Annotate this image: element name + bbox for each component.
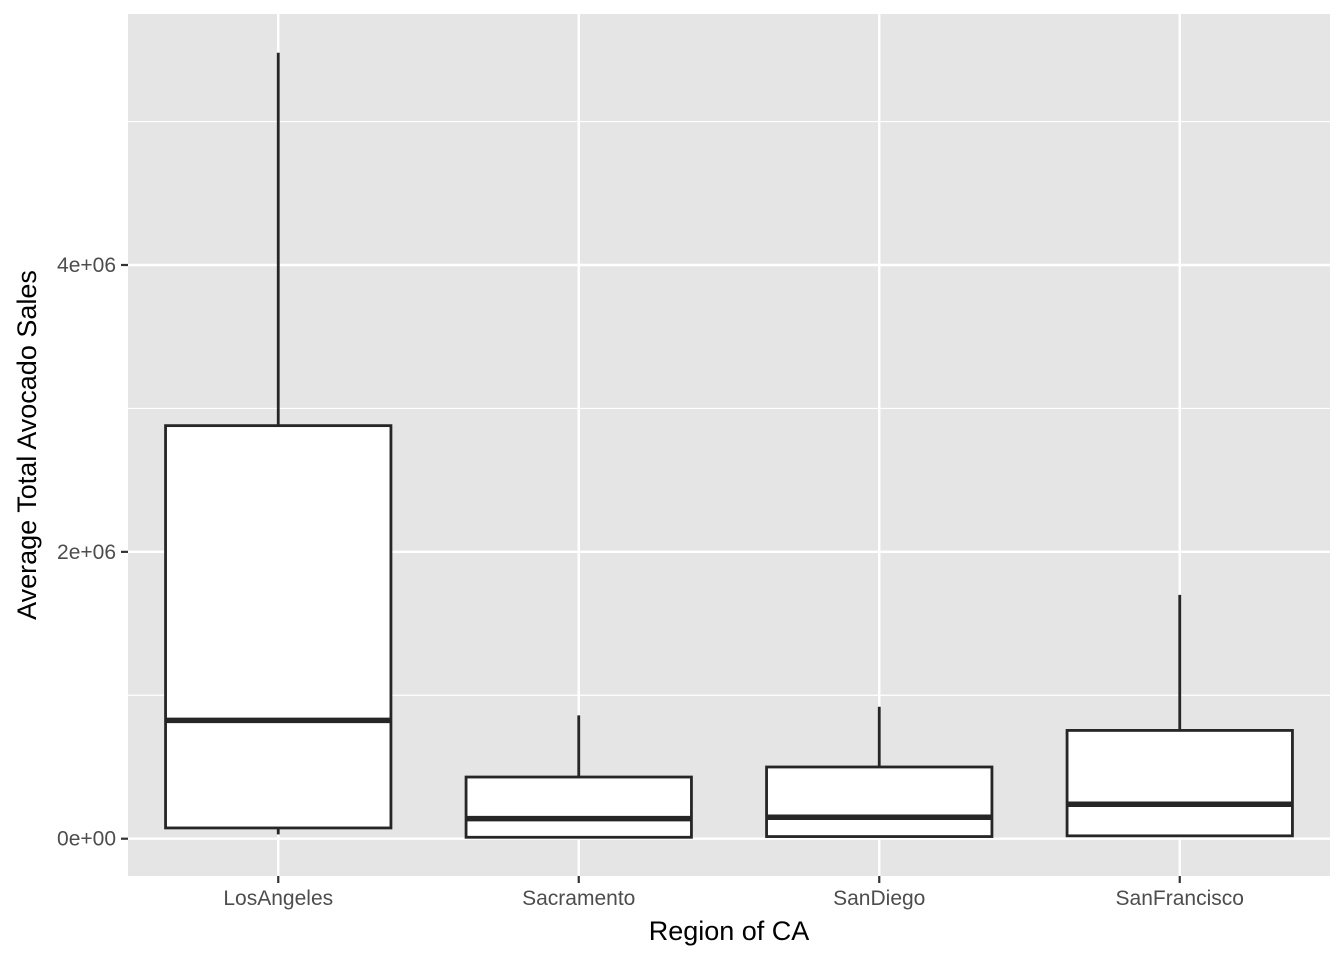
box-iqr bbox=[164, 424, 393, 830]
x-tick-label: LosAngeles bbox=[223, 887, 333, 910]
box-iqr bbox=[1065, 729, 1294, 838]
boxes bbox=[164, 52, 1294, 839]
x-tick-label: SanDiego bbox=[833, 887, 925, 910]
y-tick-label: 2e+06 bbox=[57, 541, 116, 564]
x-axis-title: Region of CA bbox=[649, 916, 810, 946]
box-iqr bbox=[765, 765, 994, 838]
y-tick-label: 4e+06 bbox=[57, 254, 116, 277]
box-Sacramento bbox=[464, 715, 693, 839]
box-iqr bbox=[464, 775, 693, 839]
x-tick-label: SanFrancisco bbox=[1116, 887, 1244, 910]
axes: 0e+00 2e+06 4e+06 LosAngeles Sacramento SanDi… bbox=[57, 254, 1244, 910]
x-tick-label: Sacramento bbox=[522, 887, 635, 910]
box-LosAngeles bbox=[164, 52, 393, 835]
box-SanDiego bbox=[765, 706, 994, 838]
y-axis-title: Average Total Avocado Sales bbox=[12, 270, 42, 620]
y-tick-label: 0e+00 bbox=[57, 828, 116, 851]
box-SanFrancisco bbox=[1065, 594, 1294, 838]
